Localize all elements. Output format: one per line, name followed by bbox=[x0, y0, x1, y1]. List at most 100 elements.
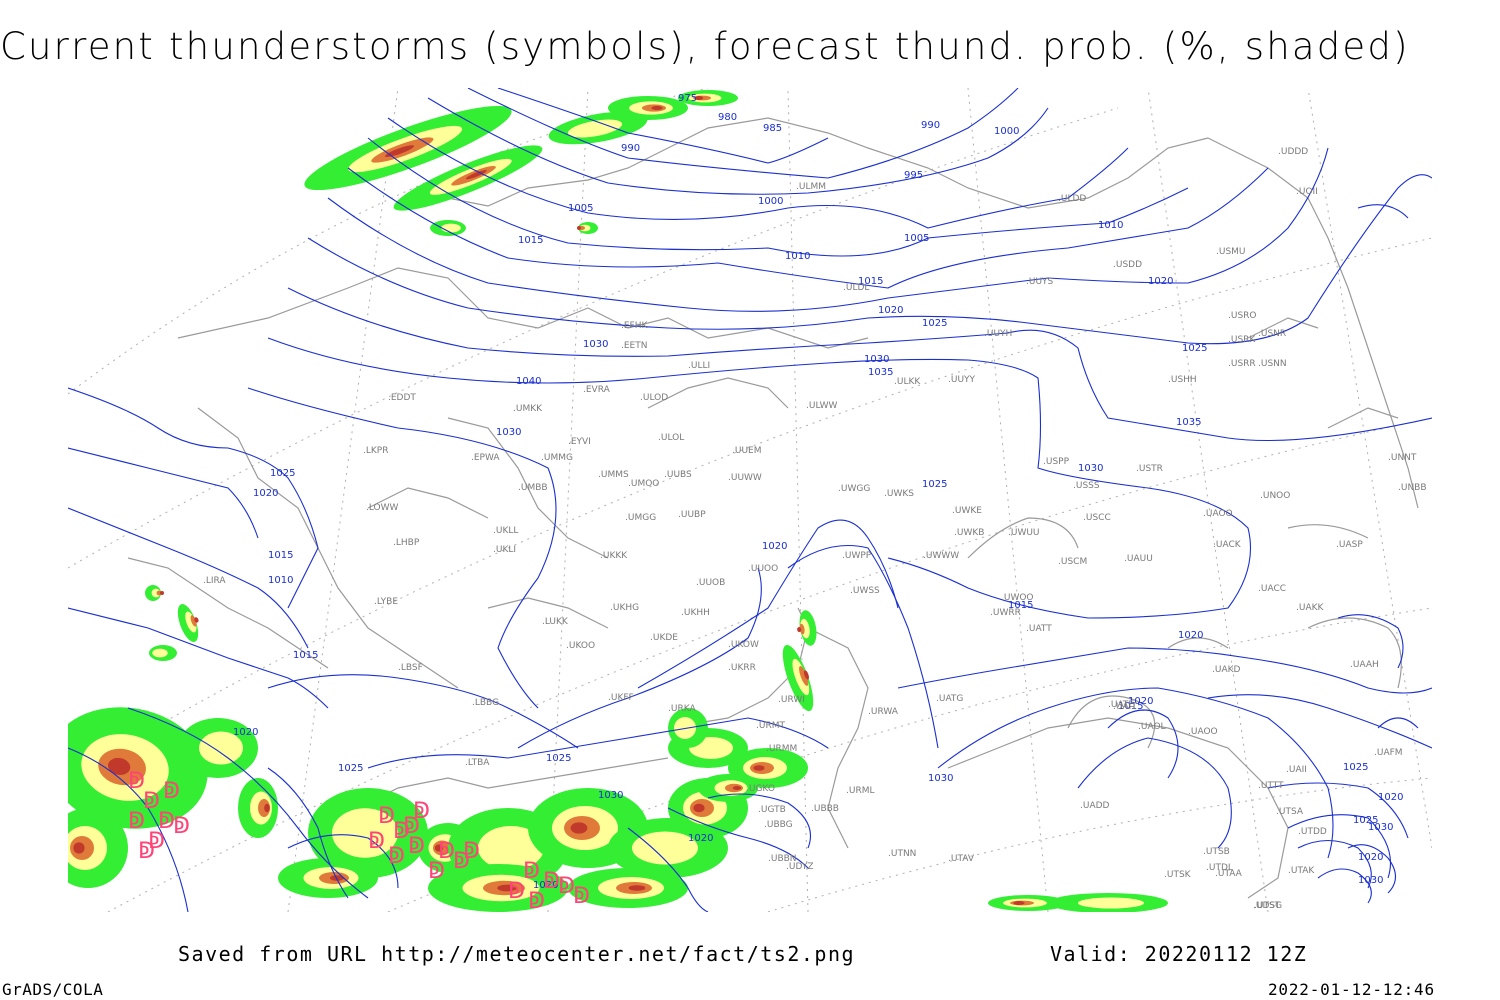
station-label: .UWKE bbox=[952, 506, 982, 516]
map-title: Current thunderstorms (symbols), forecas… bbox=[0, 25, 1410, 68]
isobar-label: 1020 bbox=[1148, 276, 1173, 287]
station-label: .URKA bbox=[668, 704, 696, 714]
station-label: .ULKK bbox=[894, 377, 921, 387]
isobar-label: 1025 bbox=[1182, 343, 1207, 354]
thunderstorm-symbol: ↁ bbox=[403, 814, 420, 839]
station-label: .UTDD bbox=[1298, 827, 1327, 837]
isobar-label: 1020 bbox=[1358, 852, 1383, 863]
isobar-label: 1015 bbox=[293, 650, 318, 661]
station-label: .UKOW bbox=[728, 640, 759, 650]
probability-shade bbox=[799, 666, 809, 686]
station-label: .UWUU bbox=[1008, 528, 1040, 538]
station-label: .USRR bbox=[1228, 359, 1256, 369]
station-label: .USPP bbox=[1043, 457, 1070, 467]
probability-shade bbox=[152, 648, 168, 658]
isobar-label: 1030 bbox=[496, 427, 521, 438]
station-label: .UNOO bbox=[1260, 491, 1290, 501]
station-label: .UUWW bbox=[728, 473, 762, 483]
saved-from-url: Saved from URL http://meteocenter.net/fa… bbox=[178, 942, 856, 966]
probability-shade bbox=[567, 119, 623, 138]
probability-shade bbox=[732, 786, 742, 790]
isobar-label: 1035 bbox=[868, 367, 893, 378]
station-label: .UKOO bbox=[566, 641, 595, 651]
thunderstorm-probability-shading bbox=[68, 90, 1168, 912]
isobar-label: 1000 bbox=[758, 196, 783, 207]
thunderstorm-symbol: ↁ bbox=[573, 884, 590, 909]
station-label: .USDD bbox=[1113, 260, 1142, 270]
isobar-label: 1025 bbox=[546, 753, 571, 764]
station-labels: .UDDD .UOII .ULDD .ULMM .USDD .USMU .UUYS .ULDL… bbox=[203, 147, 1427, 911]
isobar-label: 1015 bbox=[1118, 701, 1143, 712]
station-label: .UWSS bbox=[850, 586, 880, 596]
isobar-label: 1030 bbox=[583, 339, 608, 350]
valid-time: Valid: 20220112 12Z bbox=[1050, 942, 1308, 966]
isobar-label: 1030 bbox=[598, 790, 623, 801]
station-label: .URMT bbox=[756, 721, 785, 731]
station-label: .UASP bbox=[1336, 540, 1363, 550]
station-label: .UAKD bbox=[1212, 665, 1241, 675]
probability-shade bbox=[577, 226, 581, 230]
probability-shade bbox=[478, 826, 544, 870]
thunderstorm-symbol: ↁ bbox=[388, 844, 405, 869]
isobar-label: 1015 bbox=[268, 550, 293, 561]
generation-timestamp: 2022-01-12-12:46 bbox=[1268, 980, 1435, 999]
probability-shade bbox=[651, 106, 663, 110]
station-label: .UAKK bbox=[1296, 603, 1325, 613]
station-label: .UKHH bbox=[681, 608, 710, 618]
probability-shade bbox=[797, 627, 802, 633]
station-label: .UACK bbox=[1213, 540, 1242, 550]
station-label: .UATT bbox=[1026, 624, 1052, 634]
probability-shade bbox=[465, 170, 487, 180]
thunderstorm-symbol: ↁ bbox=[408, 834, 425, 859]
probability-shade bbox=[332, 808, 398, 858]
station-label: .UTAV bbox=[948, 854, 975, 864]
thunderstorm-symbol: ↁ bbox=[173, 814, 190, 839]
station-label: .UUYS bbox=[1026, 277, 1054, 287]
station-label: .UADD bbox=[1080, 801, 1110, 811]
station-label: .UTST bbox=[1254, 901, 1281, 911]
probability-shade bbox=[1013, 901, 1025, 905]
station-label: .UAAH bbox=[1350, 660, 1379, 670]
station-label: .UWRR bbox=[990, 608, 1021, 618]
station-label: .UUBP bbox=[678, 510, 706, 520]
station-label: .LTBA bbox=[465, 758, 490, 768]
isobar-label: 990 bbox=[921, 120, 940, 131]
station-label: .UTSA bbox=[1276, 807, 1304, 817]
thunderstorm-symbol: ↁ bbox=[143, 789, 160, 814]
station-label: .LUKK bbox=[542, 617, 569, 627]
probability-shade bbox=[1078, 897, 1144, 909]
thunderstorm-symbol: ↁ bbox=[453, 849, 470, 874]
station-label: .ULOD bbox=[640, 393, 668, 403]
station-label: .URWA bbox=[868, 707, 899, 717]
station-label: .ULDD bbox=[1058, 194, 1086, 204]
isobar-label: 1015 bbox=[858, 276, 883, 287]
isobar-label: 1030 bbox=[1358, 875, 1383, 886]
thunderstorm-symbol: ↁ bbox=[543, 869, 560, 894]
station-label: .UUOB bbox=[696, 578, 725, 588]
station-label: .USRO bbox=[1228, 311, 1257, 321]
station-label: .USHH bbox=[1168, 375, 1197, 385]
station-label: .UTAK bbox=[1288, 866, 1315, 876]
station-label: .UAII bbox=[1286, 765, 1307, 775]
station-label: .USTR bbox=[1136, 464, 1163, 474]
probability-shade bbox=[330, 875, 344, 881]
thunderstorm-symbol: ↁ bbox=[378, 804, 395, 829]
software-credit: GrADS/COLA bbox=[2, 980, 104, 999]
isobar-label: 1020 bbox=[233, 727, 258, 738]
station-label: .UMMS bbox=[598, 470, 629, 480]
isobar-label: 1030 bbox=[864, 354, 889, 365]
station-label: .UWKB bbox=[954, 528, 984, 538]
isobar-label: 1020 bbox=[878, 305, 903, 316]
probability-shade bbox=[570, 822, 588, 834]
isobar-label: 1010 bbox=[1098, 220, 1123, 231]
station-label: .EDDT bbox=[388, 393, 416, 403]
station-label: .URMM bbox=[766, 744, 797, 754]
probability-shade bbox=[73, 842, 85, 854]
thunderstorm-symbol: ↁ bbox=[148, 829, 165, 854]
isobar-label: 1020 bbox=[1128, 696, 1153, 707]
thunderstorm-symbol: ↁ bbox=[393, 819, 410, 844]
isobar-label: 1015 bbox=[518, 235, 543, 246]
isobar-label: 1005 bbox=[568, 203, 593, 214]
station-label: .ULLI bbox=[688, 361, 710, 371]
station-label: .URML bbox=[846, 786, 874, 796]
